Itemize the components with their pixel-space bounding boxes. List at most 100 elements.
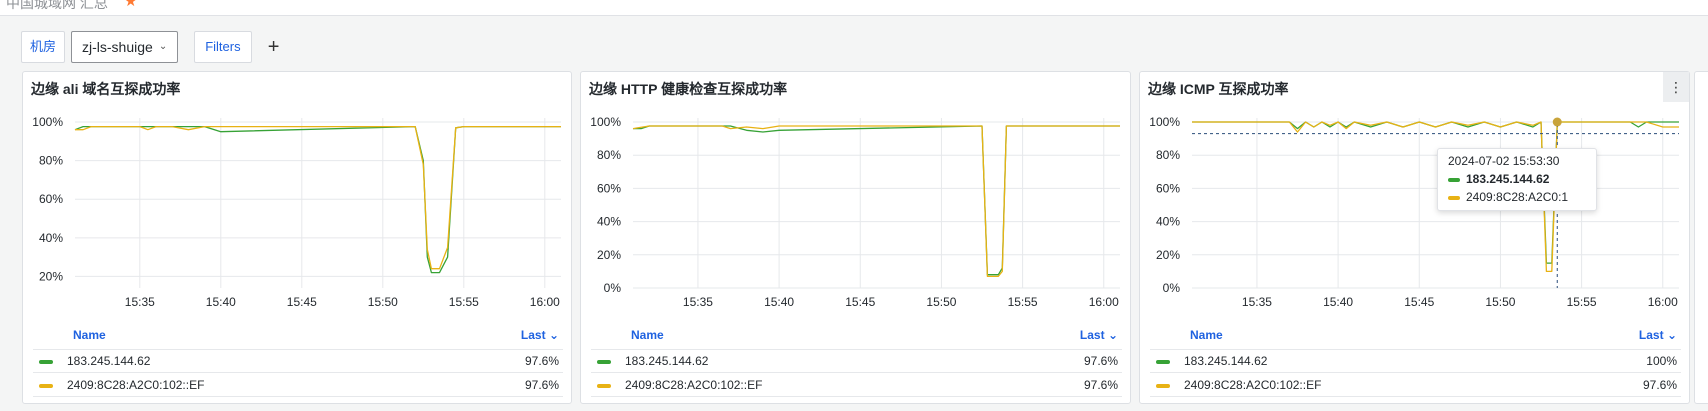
legend-series-last: 97.6% [1083, 378, 1118, 392]
chart-tooltip: 2024-07-02 15:53:30 183.245.144.62 2409:… [1437, 148, 1597, 211]
legend-row[interactable]: 183.245.144.62 97.6% [33, 350, 563, 373]
panel-title: 边缘 ali 域名互探成功率 [31, 81, 181, 97]
star-icon[interactable]: ★ [124, 0, 138, 10]
legend-last-header[interactable]: Last ⌄ [1079, 328, 1118, 342]
x-tick-label: 15:45 [287, 295, 317, 309]
variable-label: 机房 [21, 31, 66, 63]
dashboard-title: 中国城域网 汇总 [6, 0, 108, 11]
panel-title: 边缘 HTTP 健康检查互探成功率 [589, 81, 788, 97]
panel-http-health: 边缘 HTTP 健康检查互探成功率 0% 20% 40% 60% 80% 100% 15:3… [580, 71, 1131, 404]
variables-bar: 机房 zj-ls-shuige ⌄ Filters + [21, 31, 288, 63]
panel-chart[interactable]: 0% 20% 40% 60% 80% 100% 15:35 15:40 15:45 15:50 15… [1140, 108, 1691, 326]
chevron-down-icon: ⌄ [158, 41, 168, 52]
y-tick-label: 20% [1156, 248, 1180, 262]
series-color-swatch [1156, 360, 1170, 364]
chevron-down-icon: ⌄ [548, 328, 559, 342]
legend-series-name: 2409:8C28:A2C0:102::EF [67, 378, 205, 392]
y-tick-label: 100% [590, 115, 621, 129]
x-tick-label: 15:40 [1323, 295, 1353, 309]
y-tick-label: 60% [597, 181, 621, 195]
series-color-swatch [39, 360, 53, 364]
x-tick-label: 15:40 [206, 295, 236, 309]
legend-row[interactable]: 2409:8C28:A2C0:102::EF 97.6% [1150, 374, 1681, 397]
legend-series-name: 183.245.144.62 [67, 354, 151, 368]
legend-series-name: 2409:8C28:A2C0:102::EF [1184, 378, 1322, 392]
series-color-swatch [1448, 178, 1460, 182]
series-color-swatch [1448, 196, 1460, 200]
add-filter-button[interactable]: + [267, 36, 280, 58]
y-tick-label: 100% [32, 115, 63, 129]
y-tick-label: 60% [1156, 181, 1180, 195]
x-tick-label: 15:45 [845, 295, 875, 309]
filters-button[interactable]: Filters [194, 31, 252, 63]
legend-series-last: 97.6% [524, 378, 559, 392]
x-tick-label: 15:55 [1567, 295, 1597, 309]
dashboard-title-bar: 中国城域网 汇总 ★ [0, 0, 1708, 16]
x-tick-label: 15:55 [449, 295, 479, 309]
series-color-swatch [597, 360, 611, 364]
legend-row[interactable]: 2409:8C28:A2C0:102::EF 97.6% [33, 374, 563, 397]
tooltip-series-name: 183.245.144.62 [1466, 172, 1550, 186]
variable-select-value: zj-ls-shuige [82, 39, 153, 55]
y-tick-label: 20% [597, 248, 621, 262]
x-tick-label: 15:45 [1404, 295, 1434, 309]
x-tick-label: 15:50 [926, 295, 956, 309]
legend-header: Name Last ⌄ [591, 326, 1122, 350]
series-color-swatch [1156, 384, 1170, 388]
hover-point [1552, 117, 1562, 127]
panel-chart[interactable]: 0% 20% 40% 60% 80% 100% 15:35 15:40 15:45 15:50 15… [581, 108, 1132, 326]
x-tick-label: 15:55 [1008, 295, 1038, 309]
y-tick-label: 0% [604, 281, 622, 295]
legend-series-last: 97.6% [1083, 354, 1118, 368]
legend-header: Name Last ⌄ [33, 326, 563, 350]
legend-name-header[interactable]: Name [631, 328, 664, 342]
panel-chart[interactable]: 20% 40% 60% 80% 100% 15:35 15:40 15:45 15:50 15:5… [23, 108, 573, 326]
legend-row[interactable]: 2409:8C28:A2C0:102::EF 97.6% [591, 374, 1122, 397]
legend-name-header[interactable]: Name [1190, 328, 1223, 342]
y-tick-label: 60% [39, 192, 63, 206]
y-tick-label: 0% [1163, 281, 1181, 295]
x-tick-label: 16:00 [1648, 295, 1678, 309]
legend-last-header[interactable]: Last ⌄ [520, 328, 559, 342]
series-line-2 [75, 125, 561, 270]
panel-menu-icon[interactable]: ⋮ [1663, 72, 1689, 102]
series-color-swatch [39, 384, 53, 388]
legend-last-header[interactable]: Last ⌄ [1638, 328, 1677, 342]
x-tick-label: 15:50 [368, 295, 398, 309]
y-tick-label: 100% [1149, 115, 1180, 129]
x-tick-label: 15:35 [1242, 295, 1272, 309]
x-tick-label: 15:40 [764, 295, 794, 309]
panel-ali-domain: 边缘 ali 域名互探成功率 20% 40% 60% 80% 100% 15:35 15:4… [22, 71, 572, 404]
legend-series-name: 2409:8C28:A2C0:102::EF [625, 378, 763, 392]
legend-series-name: 183.245.144.62 [1184, 354, 1268, 368]
x-tick-label: 15:35 [683, 295, 713, 309]
y-tick-label: 40% [39, 231, 63, 245]
y-tick-label: 80% [597, 148, 621, 162]
panel-icmp: 边缘 ICMP 互探成功率 ⋮ 0% 20% 40% 60% 80% 100% 15:35 1… [1139, 71, 1690, 404]
y-tick-label: 80% [1156, 148, 1180, 162]
series-line-1 [1192, 121, 1679, 264]
panel-title: 边缘 ICMP 互探成功率 [1148, 81, 1289, 97]
next-panel-edge [1694, 71, 1708, 404]
x-tick-label: 15:35 [125, 295, 155, 309]
series-line-2 [1192, 121, 1679, 273]
variable-select[interactable]: zj-ls-shuige ⌄ [71, 31, 179, 63]
legend-series-name: 183.245.144.62 [625, 354, 709, 368]
legend-row[interactable]: 183.245.144.62 100% [1150, 350, 1681, 373]
y-tick-label: 80% [39, 154, 63, 168]
legend-row[interactable]: 183.245.144.62 97.6% [591, 350, 1122, 373]
series-line-2 [632, 125, 1120, 278]
tooltip-series-name: 2409:8C28:A2C0:1 [1466, 190, 1569, 204]
x-tick-label: 16:00 [1089, 295, 1119, 309]
series-line-1 [633, 125, 1120, 276]
x-tick-label: 15:50 [1485, 295, 1515, 309]
y-tick-label: 40% [597, 215, 621, 229]
series-color-swatch [597, 384, 611, 388]
y-tick-label: 40% [1156, 215, 1180, 229]
chevron-down-icon: ⌄ [1107, 328, 1118, 342]
legend-header: Name Last ⌄ [1150, 326, 1681, 350]
x-tick-label: 16:00 [530, 295, 560, 309]
legend-series-last: 97.6% [524, 354, 559, 368]
legend-name-header[interactable]: Name [73, 328, 106, 342]
tooltip-time: 2024-07-02 15:53:30 [1448, 154, 1560, 168]
